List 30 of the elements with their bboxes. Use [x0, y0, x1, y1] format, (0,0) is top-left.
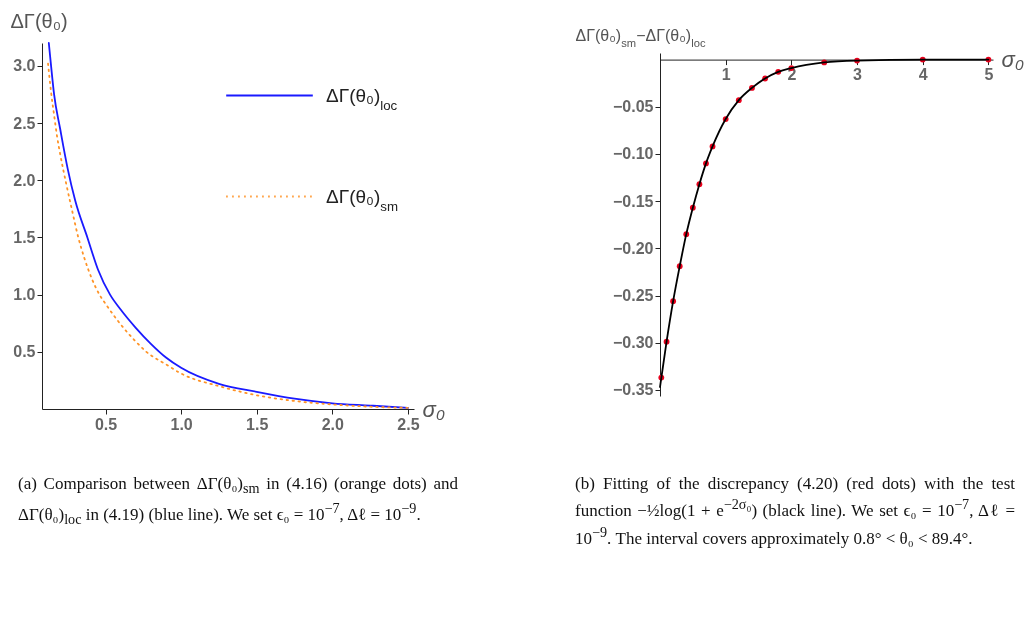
x-tick-label: 0.5	[94, 415, 118, 433]
x-tick-label: 1	[721, 66, 731, 84]
y-axis-title: ΔΓ(θ₀)	[10, 9, 68, 32]
text: (b) Fitting of the discrepancy (4.20) (red dots) with the test function −½log(1 + e$^{−2σ₀}$) (black line). We set ϵ₀ = 10$^{−7}$, Δℓ = 10$^{−9}$. The interval covers approximately 0.8° < θ₀ < 89.4°.	[575, 474, 1015, 548]
y-axis-title: ΔΓ(θ₀)$_{sm}$−ΔΓ(θ₀)$_{loc}$	[575, 26, 706, 49]
y-tick-label: −0.20	[613, 239, 654, 257]
x-tick-label: 5	[984, 66, 994, 84]
legend-label: ΔΓ(θ₀)$_{sm}$	[326, 185, 398, 213]
y-tick-label: 1.5	[13, 228, 36, 246]
y-tick-label: −0.35	[613, 381, 654, 399]
y-tick-label: −0.05	[613, 98, 654, 116]
y-tick-label: −0.15	[613, 192, 654, 210]
x-tick-label: 3	[853, 66, 863, 84]
y-tick-label: 2.0	[13, 171, 36, 189]
x-tick-label: 1.0	[170, 415, 193, 433]
x-axis-title: σ₀	[422, 396, 446, 422]
legend-label: ΔΓ(θ₀)$_{loc}$	[326, 84, 398, 112]
x-tick-label: 4	[918, 66, 928, 84]
y-tick-label: 3.0	[13, 57, 36, 75]
y-tick-label: 0.5	[13, 343, 36, 361]
y-tick-label: −0.10	[613, 145, 654, 163]
text: (a) Comparison between ΔΓ(θ₀)$_{sm}$ in (4.16) (orange dots) and ΔΓ(θ₀)$_{loc}$ in (4.19) (blue line). We set ϵ₀ = 10$^{−7}$, Δℓ = 10$^{−9}$.	[18, 474, 458, 527]
x-axis-title: σ₀	[1001, 47, 1025, 73]
x-tick-label: 1.5	[246, 415, 269, 433]
x-tick-label: 2.5	[397, 415, 420, 433]
y-tick-label: 2.5	[13, 114, 36, 132]
y-tick-label: −0.30	[613, 334, 654, 352]
x-tick-label: 2.0	[321, 415, 345, 433]
y-tick-label: −0.25	[613, 287, 654, 305]
y-tick-label: 1.0	[13, 286, 36, 304]
